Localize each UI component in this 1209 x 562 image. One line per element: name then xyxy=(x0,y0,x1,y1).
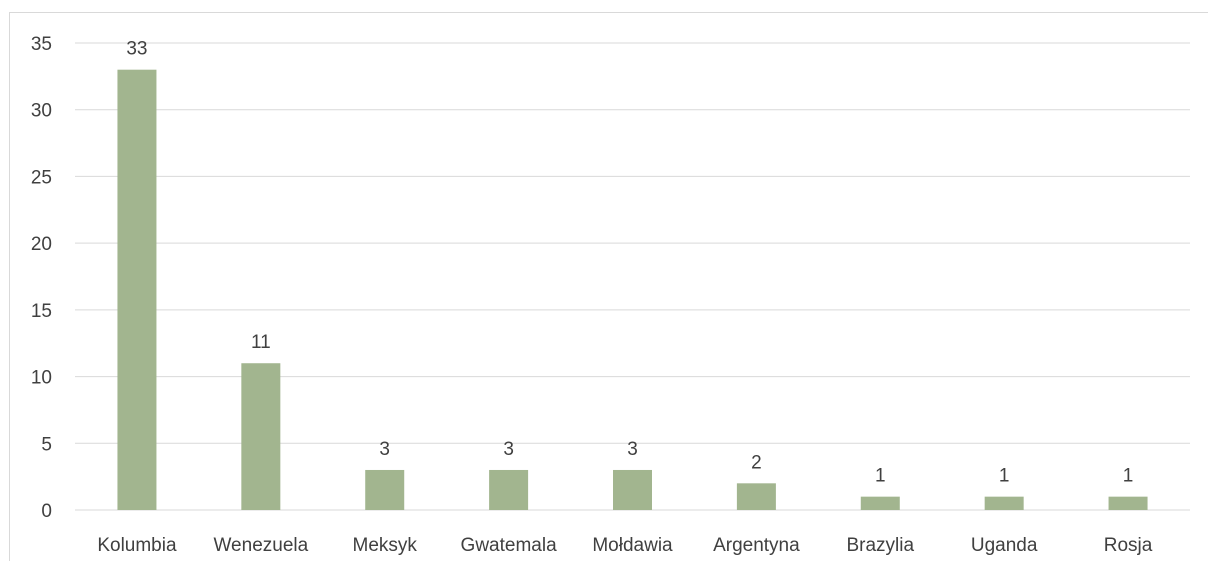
bar xyxy=(984,496,1024,510)
y-tick-label: 5 xyxy=(41,434,52,455)
bar xyxy=(241,363,281,510)
chart-frame xyxy=(9,12,1208,561)
x-tick-label: Mołdawia xyxy=(592,535,673,556)
bar xyxy=(1108,496,1148,510)
bar xyxy=(365,469,405,510)
y-axis-ticks: 0 5 10 15 20 25 30 35 xyxy=(31,34,52,522)
data-label: 1 xyxy=(999,466,1010,487)
x-tick-label: Uganda xyxy=(971,535,1038,556)
x-tick-label: Gwatemala xyxy=(461,535,558,556)
data-label: 1 xyxy=(875,466,886,487)
y-tick-label: 0 xyxy=(41,501,52,522)
x-tick-label: Kolumbia xyxy=(97,535,177,556)
data-label: 11 xyxy=(251,332,271,353)
data-label: 3 xyxy=(627,439,638,460)
data-label: 2 xyxy=(751,452,762,473)
data-label: 3 xyxy=(503,439,514,460)
x-tick-label: Brazylia xyxy=(846,535,914,556)
data-label: 1 xyxy=(1123,466,1134,487)
y-tick-label: 25 xyxy=(31,167,52,188)
x-tick-label: Argentyna xyxy=(713,535,800,556)
x-tick-label: Wenezuela xyxy=(213,535,308,556)
x-tick-label: Rosja xyxy=(1104,535,1153,556)
data-label: 3 xyxy=(379,439,390,460)
bars xyxy=(117,69,1148,510)
bar xyxy=(613,469,652,510)
bar xyxy=(117,69,157,510)
bar xyxy=(860,496,900,510)
bar xyxy=(736,483,776,510)
x-axis-ticks: Kolumbia Wenezuela Meksyk Gwatemala Mołdawia… xyxy=(97,535,1152,556)
x-tick-label: Meksyk xyxy=(353,535,418,556)
y-tick-label: 10 xyxy=(31,368,52,389)
data-label: 33 xyxy=(126,39,147,60)
y-tick-label: 35 xyxy=(31,34,52,55)
y-tick-label: 15 xyxy=(31,301,52,322)
y-tick-label: 30 xyxy=(31,101,52,122)
bar xyxy=(489,469,529,510)
y-tick-label: 20 xyxy=(31,234,52,255)
